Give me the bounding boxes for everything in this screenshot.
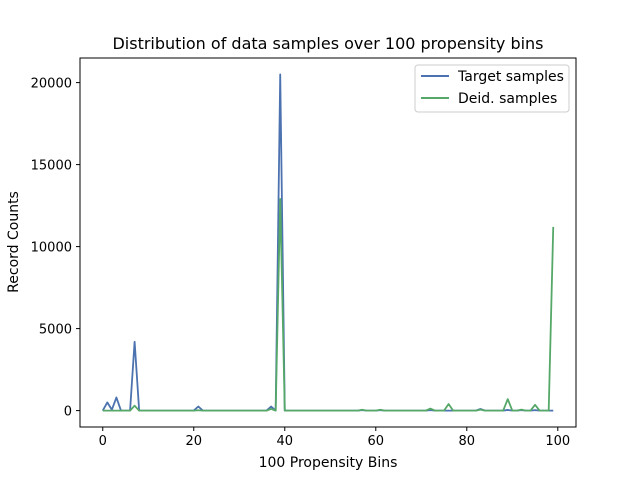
x-tick-label: 60	[368, 434, 385, 449]
x-tick-label: 80	[459, 434, 476, 449]
chart-title: Distribution of data samples over 100 pr…	[112, 34, 543, 53]
legend-label-target: Target samples	[457, 69, 564, 85]
legend-label-deid: Deid. samples	[458, 91, 557, 107]
plot-area	[101, 73, 555, 412]
x-tick-label: 20	[185, 434, 202, 449]
legend-box	[414, 64, 570, 113]
x-tick-label: 40	[276, 434, 293, 449]
y-axis-ticks: 0 5000 10000 15000 20000	[31, 77, 80, 420]
y-axis-label: Record Counts	[6, 191, 22, 293]
series-line-0	[101, 73, 554, 412]
y-tick-label: 20000	[31, 77, 72, 92]
y-tick-label: 5000	[39, 323, 72, 338]
y-tick-label: 10000	[31, 241, 72, 256]
y-tick-label: 15000	[31, 159, 72, 174]
x-tick-label: 0	[99, 434, 107, 449]
x-axis-ticks: 0 20 40 60 80 100	[99, 427, 570, 449]
x-axis-label: 100 Propensity Bins	[259, 455, 398, 471]
y-tick-label: 0	[64, 405, 72, 420]
axes-frame	[79, 57, 577, 428]
series-line-1	[102, 198, 555, 412]
legend: Target samples Deid. samples	[414, 64, 570, 113]
x-tick-label: 100	[545, 434, 570, 449]
